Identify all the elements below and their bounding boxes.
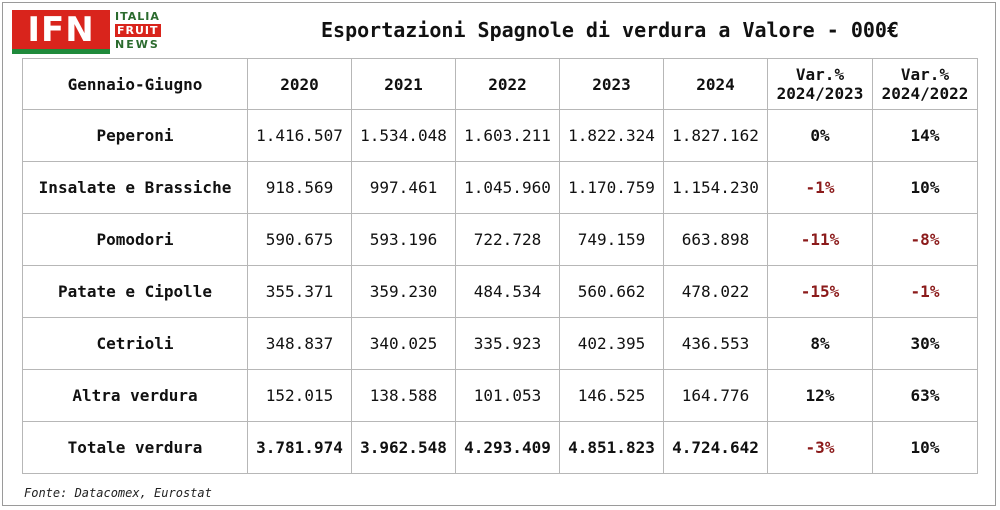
value-cell: 997.461 — [351, 161, 456, 214]
value-cell: 1.416.507 — [247, 109, 352, 162]
value-cell: 918.569 — [247, 161, 352, 214]
value-cell: 436.553 — [663, 317, 768, 370]
var-2024-2023-cell: -11% — [767, 213, 873, 266]
value-cell: 164.776 — [663, 369, 768, 422]
value-cell: 1.045.960 — [455, 161, 560, 214]
value-cell: 590.675 — [247, 213, 352, 266]
value-cell: 478.022 — [663, 265, 768, 318]
header-year: 2020 — [247, 58, 352, 110]
logo-wordmark: ITALIA FRUIT NEWS — [115, 10, 161, 52]
table-row: Pomodori 590.675 593.196 722.728 749.159 663.… — [22, 213, 978, 266]
row-label: Totale verdura — [22, 421, 248, 474]
value-cell: 4.293.409 — [455, 421, 560, 474]
var-2024-2023-cell: 8% — [767, 317, 873, 370]
value-cell: 722.728 — [455, 213, 560, 266]
var-2024-2022-cell: 63% — [872, 369, 978, 422]
value-cell: 359.230 — [351, 265, 456, 318]
value-cell: 3.962.548 — [351, 421, 456, 474]
value-cell: 152.015 — [247, 369, 352, 422]
table-row: Patate e Cipolle 355.371 359.230 484.534 560… — [22, 265, 978, 318]
source-note: Fonte: Datacomex, Eurostat — [24, 486, 212, 500]
var-2024-2023-cell: -1% — [767, 161, 873, 214]
var-2024-2022-cell: 10% — [872, 421, 978, 474]
ifn-logo: IFN ITALIA FRUIT NEWS — [12, 10, 177, 54]
value-cell: 1.603.211 — [455, 109, 560, 162]
value-cell: 355.371 — [247, 265, 352, 318]
table-body: Peperoni 1.416.507 1.534.048 1.603.211 1.822… — [22, 109, 978, 474]
table-row: Insalate e Brassiche 918.569 997.461 1.045.… — [22, 161, 978, 214]
logo-word-fruit: FRUIT — [115, 24, 161, 37]
header-var-line1: Var.% — [795, 65, 845, 84]
table-row: Altra verdura 152.015 138.588 101.053 146.52… — [22, 369, 978, 422]
logo-mark: IFN — [12, 10, 110, 54]
logo-word-italia: ITALIA — [115, 10, 160, 23]
row-label: Altra verdura — [22, 369, 248, 422]
value-cell: 402.395 — [559, 317, 664, 370]
header-var-2024-2022: Var.% 2024/2022 — [872, 58, 978, 110]
var-2024-2023-cell: -15% — [767, 265, 873, 318]
value-cell: 146.525 — [559, 369, 664, 422]
logo-word-news: NEWS — [115, 38, 160, 51]
value-cell: 138.588 — [351, 369, 456, 422]
header-period: Gennaio-Giugno — [22, 58, 248, 110]
table-row: Totale verdura 3.781.974 3.962.548 4.293.40… — [22, 421, 978, 474]
value-cell: 593.196 — [351, 213, 456, 266]
header-year: 2022 — [455, 58, 560, 110]
table-row: Peperoni 1.416.507 1.534.048 1.603.211 1.822… — [22, 109, 978, 162]
var-2024-2023-cell: -3% — [767, 421, 873, 474]
table-header-row: Gennaio-Giugno 2020 2021 2022 2023 2024 … — [22, 58, 978, 110]
table-row: Cetrioli 348.837 340.025 335.923 402.395 436.… — [22, 317, 978, 370]
header-year: 2024 — [663, 58, 768, 110]
var-2024-2022-cell: -8% — [872, 213, 978, 266]
export-table: Gennaio-Giugno 2020 2021 2022 2023 2024 … — [22, 58, 978, 474]
header-year: 2021 — [351, 58, 456, 110]
var-2024-2022-cell: 30% — [872, 317, 978, 370]
var-2024-2023-cell: 12% — [767, 369, 873, 422]
header-var-line1: Var.% — [900, 65, 950, 84]
row-label: Insalate e Brassiche — [22, 161, 248, 214]
value-cell: 1.822.324 — [559, 109, 664, 162]
var-2024-2023-cell: 0% — [767, 109, 873, 162]
value-cell: 340.025 — [351, 317, 456, 370]
value-cell: 663.898 — [663, 213, 768, 266]
var-2024-2022-cell: -1% — [872, 265, 978, 318]
value-cell: 335.923 — [455, 317, 560, 370]
row-label: Peperoni — [22, 109, 248, 162]
row-label: Patate e Cipolle — [22, 265, 248, 318]
value-cell: 1.154.230 — [663, 161, 768, 214]
value-cell: 560.662 — [559, 265, 664, 318]
value-cell: 101.053 — [455, 369, 560, 422]
value-cell: 3.781.974 — [247, 421, 352, 474]
value-cell: 4.724.642 — [663, 421, 768, 474]
header-var-line2: 2024/2022 — [881, 84, 969, 103]
value-cell: 749.159 — [559, 213, 664, 266]
value-cell: 484.534 — [455, 265, 560, 318]
row-label: Cetrioli — [22, 317, 248, 370]
value-cell: 348.837 — [247, 317, 352, 370]
value-cell: 1.534.048 — [351, 109, 456, 162]
page-title: Esportazioni Spagnole di verdura a Valor… — [321, 18, 899, 42]
row-label: Pomodori — [22, 213, 248, 266]
header-year: 2023 — [559, 58, 664, 110]
header-var-line2: 2024/2023 — [776, 84, 864, 103]
value-cell: 4.851.823 — [559, 421, 664, 474]
var-2024-2022-cell: 10% — [872, 161, 978, 214]
var-2024-2022-cell: 14% — [872, 109, 978, 162]
header-var-2024-2023: Var.% 2024/2023 — [767, 58, 873, 110]
value-cell: 1.170.759 — [559, 161, 664, 214]
value-cell: 1.827.162 — [663, 109, 768, 162]
